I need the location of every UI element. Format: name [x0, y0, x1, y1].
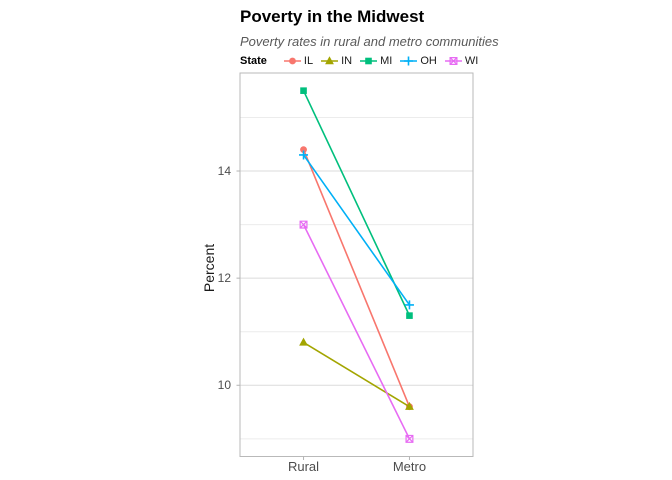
legend-key-triangle-icon: [321, 56, 339, 65]
y-tick-label: 10: [217, 378, 231, 393]
legend-items: IL IN MI OH WI: [283, 55, 486, 67]
legend-item-MI: MI: [360, 55, 392, 67]
legend-key-square-icon: [360, 57, 378, 65]
legend: State IL IN MI OH WI: [240, 53, 486, 69]
data-point-marker: [325, 56, 334, 65]
data-point-marker: [405, 434, 414, 443]
legend-key-square-cross-icon: [444, 57, 462, 65]
legend-item-WI: WI: [444, 55, 479, 67]
series-line-IL: [302, 149, 411, 407]
y-tick-label: 14: [217, 164, 231, 179]
data-point-marker: [299, 337, 308, 346]
legend-key-plus-icon: [400, 56, 418, 66]
panel-border: [239, 72, 474, 457]
data-point-marker: [404, 300, 414, 310]
data-point-marker: [404, 56, 414, 66]
legend-key-circle-icon: [283, 57, 301, 65]
data-point-marker: [299, 220, 308, 229]
legend-label: IN: [341, 55, 353, 67]
legend-label: IL: [303, 55, 314, 67]
legend-label: WI: [464, 55, 479, 67]
data-point-marker: [405, 401, 414, 410]
data-point-marker: [300, 146, 307, 153]
series-line-OH: [302, 154, 411, 306]
chart-title: Poverty in the Midwest: [240, 7, 425, 26]
legend-title: State: [240, 55, 267, 67]
data-point-marker: [289, 57, 296, 65]
series-line-WI: [302, 224, 411, 440]
series-line-MI: [302, 90, 411, 316]
legend-item-IN: IN: [321, 55, 352, 67]
legend-item-OH: OH: [400, 55, 437, 67]
x-tick-label-rural: Rural: [287, 459, 320, 474]
data-point-marker: [449, 57, 458, 65]
x-tick-label-metro: Metro: [392, 459, 427, 474]
y-tick-label: 12: [217, 271, 231, 286]
legend-label: MI: [380, 55, 393, 67]
data-point-marker: [300, 87, 307, 94]
chart-subtitle: Poverty rates in rural and metro communi…: [240, 34, 499, 49]
data-point-marker: [299, 150, 309, 160]
data-point-marker: [365, 57, 372, 65]
legend-label: OH: [420, 55, 437, 67]
legend-item-IL: IL: [283, 55, 314, 67]
series-line-IN: [303, 341, 410, 408]
data-point-marker: [406, 312, 413, 319]
